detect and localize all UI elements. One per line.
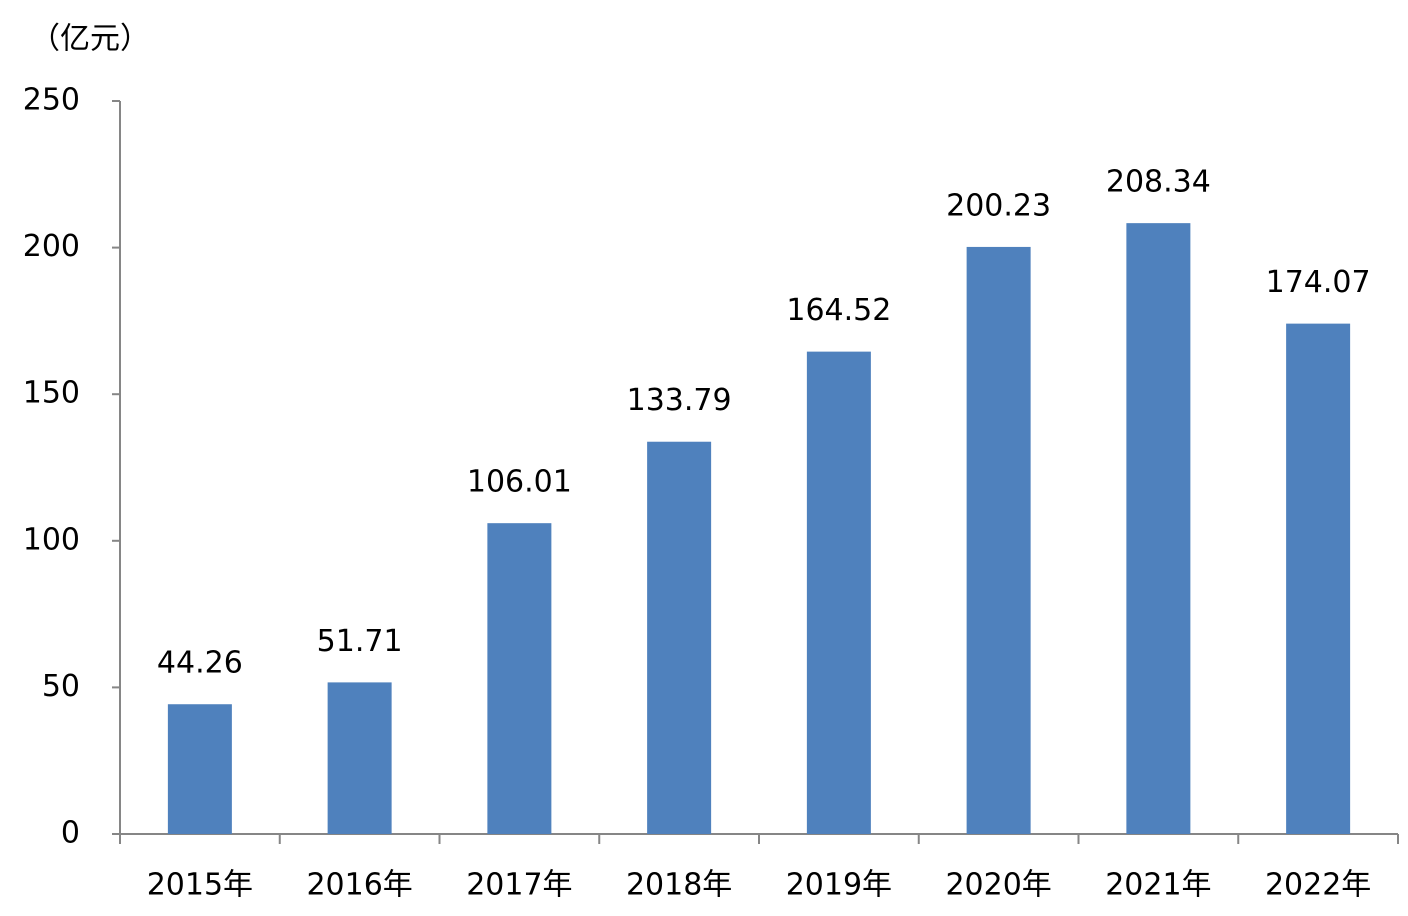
data-label: 164.52	[786, 293, 891, 328]
bar	[647, 441, 712, 834]
data-label: 44.26	[157, 646, 243, 681]
bar	[167, 704, 232, 834]
y-tick-label: 0	[61, 816, 80, 851]
x-tick-label: 2020年	[945, 868, 1051, 903]
data-label: 51.71	[317, 624, 403, 659]
y-tick-label: 250	[23, 83, 80, 118]
x-tick-label: 2019年	[786, 868, 892, 903]
bar	[1126, 223, 1191, 835]
y-axis-label: （亿元）	[30, 22, 150, 57]
bar	[966, 246, 1031, 834]
x-tick-label: 2016年	[306, 868, 412, 903]
data-label: 208.34	[1106, 165, 1211, 200]
bar	[1286, 323, 1351, 834]
bar	[327, 682, 392, 834]
x-tick-label: 2022年	[1265, 868, 1371, 903]
x-tick-label: 2021年	[1105, 868, 1211, 903]
data-label: 174.07	[1266, 265, 1371, 300]
y-tick-label: 50	[42, 669, 80, 704]
x-tick-label: 2018年	[626, 868, 732, 903]
y-tick-label: 200	[23, 229, 80, 264]
y-tick-label: 100	[23, 522, 80, 557]
data-label: 200.23	[946, 188, 1051, 223]
data-label: 106.01	[467, 465, 572, 500]
bar	[806, 351, 871, 834]
data-label: 133.79	[627, 383, 732, 418]
y-tick-label: 150	[23, 376, 80, 411]
x-tick-label: 2017年	[466, 868, 572, 903]
x-tick-label: 2015年	[147, 868, 253, 903]
bar	[487, 523, 552, 834]
